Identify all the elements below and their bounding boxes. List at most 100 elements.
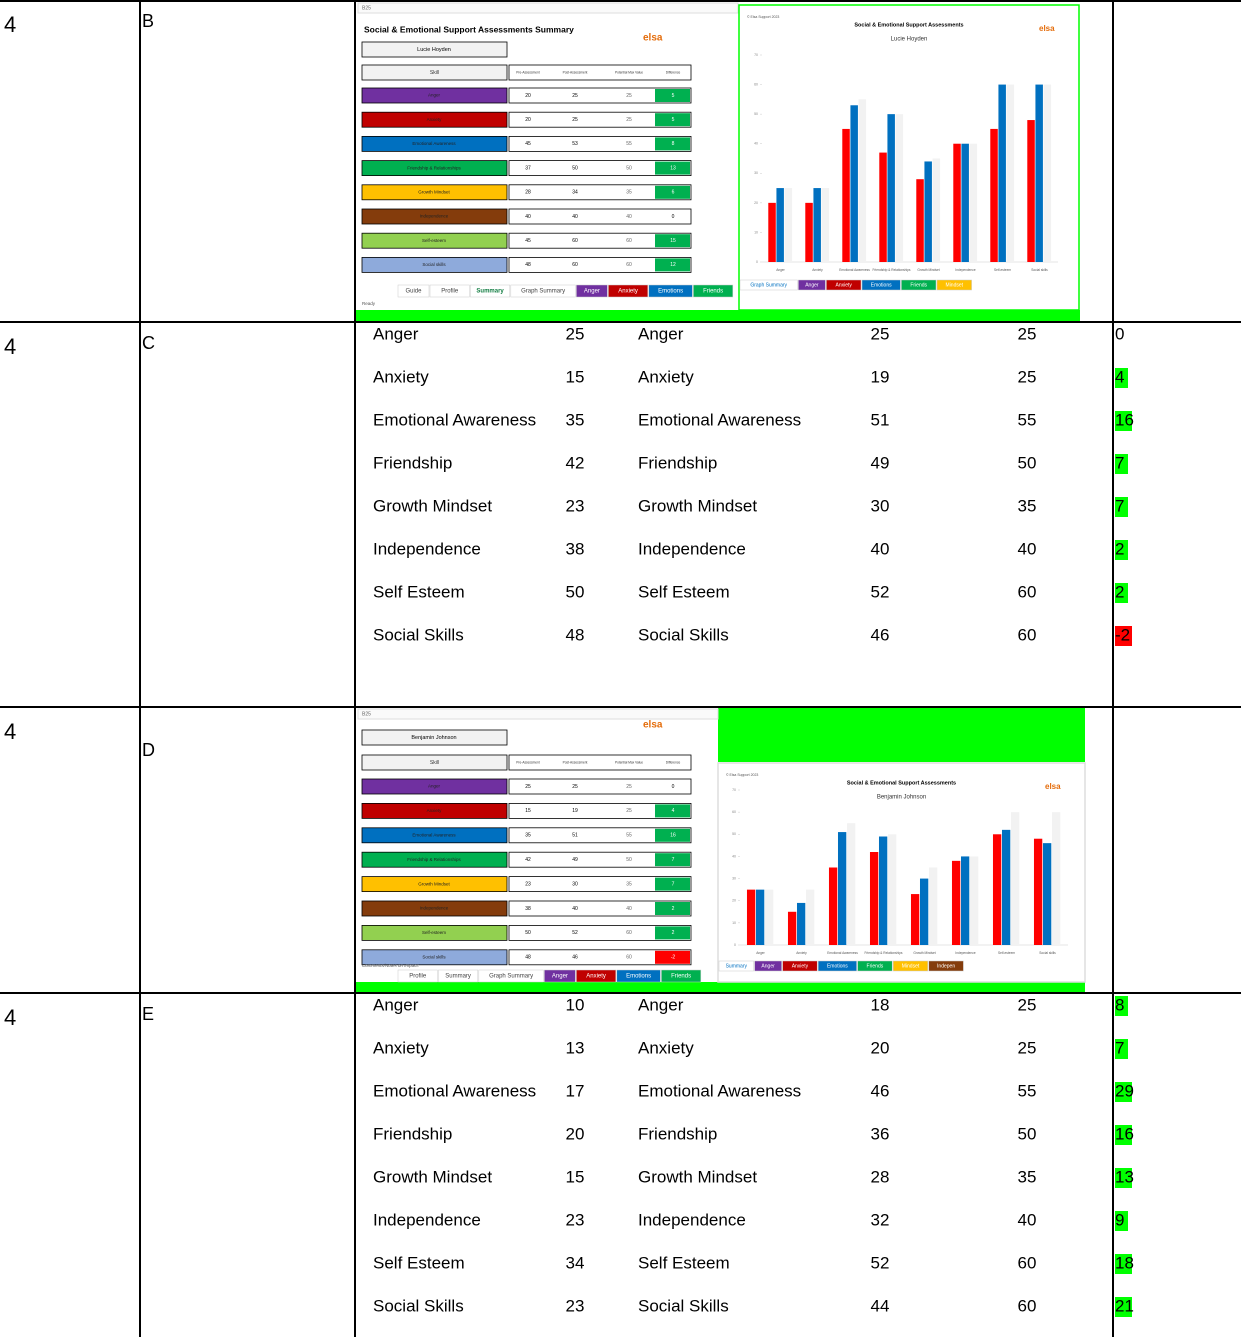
x-tick-label: Anger — [756, 951, 765, 955]
bar — [806, 889, 815, 945]
bar — [951, 860, 961, 945]
bar — [1042, 843, 1052, 945]
post-score: 49 — [871, 453, 890, 472]
y-tick-label: 40 — [732, 854, 736, 858]
max-score: 40 — [1018, 539, 1037, 558]
sheet-tab-label: Anger — [584, 289, 600, 295]
value: 25 — [572, 117, 578, 123]
skill: Emotional Awareness — [373, 410, 536, 429]
skill: Anger — [373, 324, 419, 343]
student-box — [361, 41, 508, 58]
max-score: 50 — [1018, 1124, 1037, 1143]
chart-copyright: © Elsa Support 2023 — [747, 15, 779, 19]
sheet-tab — [510, 284, 576, 298]
header-skill — [361, 754, 508, 771]
difference: 7 — [1115, 1038, 1124, 1057]
skill-cell — [361, 876, 508, 892]
sheet-tab — [470, 284, 511, 298]
sheet-tab — [826, 279, 862, 291]
sheet-background — [358, 709, 718, 982]
y-tick-label: 70 — [732, 788, 736, 792]
skill-cell — [361, 851, 508, 868]
bar — [895, 114, 904, 263]
skill-name: Growth Mindset — [418, 189, 450, 194]
skill: Friendship — [638, 453, 717, 472]
difference-highlight — [1115, 1168, 1132, 1188]
bar — [878, 836, 888, 945]
bar — [924, 161, 932, 262]
skill-name: Self-esteem — [422, 238, 446, 243]
row-label: B — [142, 11, 154, 31]
y-tick-label: 0 — [734, 943, 736, 947]
skill: Independence — [638, 1210, 746, 1229]
highlight — [355, 310, 1080, 322]
bar — [969, 143, 978, 262]
sheet-tab-label: Profile — [441, 289, 459, 295]
bar — [805, 202, 813, 262]
value-row — [508, 827, 692, 844]
sheet-tab-label: Anxiety — [792, 963, 809, 969]
logo: elsa — [643, 720, 663, 731]
sheet-tab — [857, 960, 893, 972]
chart-title: Social & Emotional Support Assessments — [854, 22, 963, 28]
skill: Growth Mindset — [638, 1167, 757, 1186]
value: 4 — [672, 808, 675, 814]
skill-cell — [361, 135, 508, 152]
sheet-tab-label: Emotions — [658, 289, 683, 295]
row-label: D — [142, 740, 155, 760]
sheet-tab — [661, 969, 702, 983]
value: 46 — [572, 955, 578, 961]
skill: Anger — [638, 995, 684, 1014]
bar — [953, 143, 961, 262]
max-score: 50 — [1018, 453, 1037, 472]
value: 25 — [626, 808, 632, 814]
skill: Social Skills — [373, 625, 464, 644]
value: 60 — [626, 238, 632, 244]
skill-name: Friendship & Relationships — [407, 165, 461, 170]
y-tick-label: 10 — [732, 921, 736, 925]
difference-highlight — [1115, 1254, 1132, 1274]
sheet-tab — [693, 284, 734, 298]
post-score: 40 — [871, 539, 890, 558]
value: -2 — [671, 955, 676, 961]
skill-cell — [361, 256, 508, 273]
skill: Anger — [373, 995, 419, 1014]
pre-score: 42 — [566, 453, 585, 472]
difference-cell — [655, 161, 690, 175]
difference-cell — [655, 877, 690, 891]
skill-cell — [361, 184, 508, 201]
bar — [850, 105, 858, 263]
x-tick-label: Social skills — [1039, 951, 1056, 955]
sheet-tab — [429, 284, 470, 298]
chart-subtitle: Benjamin Johnson — [877, 795, 926, 801]
x-tick-label: Self-esteem — [994, 268, 1011, 272]
bar — [828, 867, 838, 945]
bar — [821, 188, 830, 262]
skill: Friendship — [638, 1124, 717, 1143]
sheet-tab — [936, 279, 972, 291]
value: 49 — [572, 857, 578, 863]
skill-name: Anger — [428, 784, 441, 789]
column-header: Skill — [430, 70, 439, 76]
skill: Growth Mindset — [373, 496, 492, 515]
bar — [1001, 829, 1011, 945]
difference-highlight — [1115, 626, 1132, 646]
skill: Anxiety — [638, 367, 694, 386]
sheet-tab — [861, 279, 901, 291]
sheet-tab — [438, 969, 479, 983]
sheet-tab-label: Anxiety — [835, 282, 852, 288]
y-tick-label: 0 — [756, 260, 758, 264]
value: 7 — [672, 881, 675, 887]
cell-ref: B25 — [362, 5, 371, 11]
value-row — [508, 135, 692, 152]
post-score: 52 — [871, 582, 890, 601]
sheet-tab — [544, 969, 576, 983]
y-tick-label: 50 — [754, 112, 758, 116]
value-row — [508, 925, 692, 941]
value: 19 — [572, 808, 578, 814]
difference-highlight — [1115, 540, 1128, 560]
bar — [1035, 84, 1043, 262]
value: 30 — [572, 881, 578, 887]
max-score: 60 — [1018, 1253, 1037, 1272]
